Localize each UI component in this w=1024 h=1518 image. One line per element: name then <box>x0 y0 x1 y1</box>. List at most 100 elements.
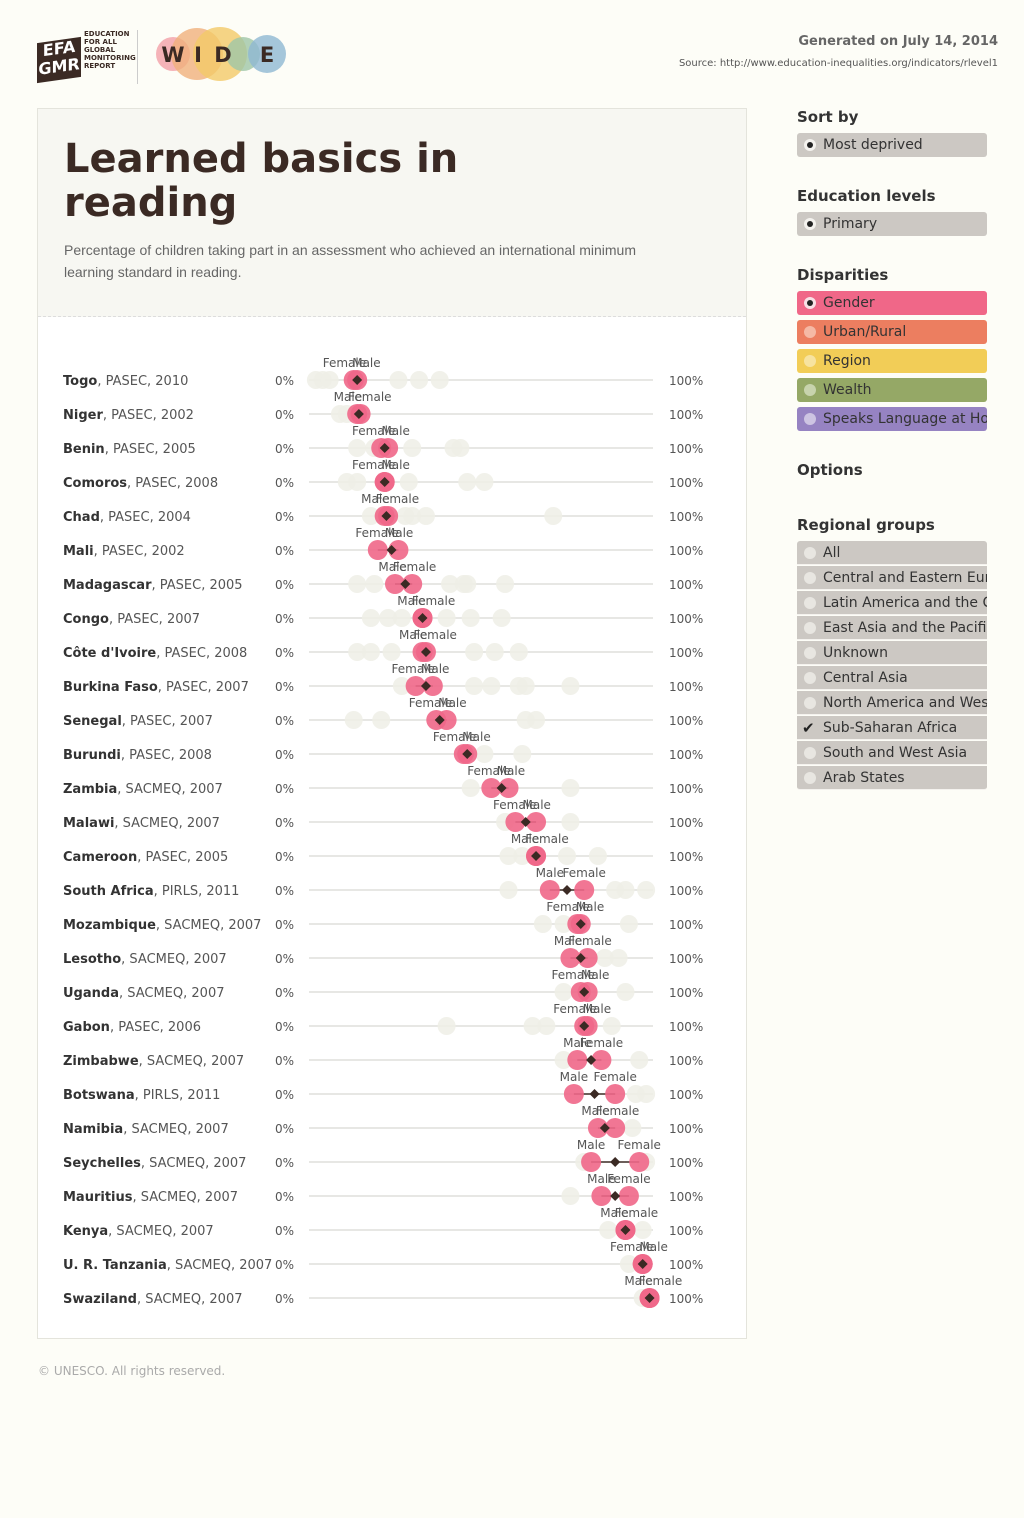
total-diamond <box>520 817 531 827</box>
ghost-dot <box>379 609 398 627</box>
disparity-label: Speaks Language at Home <box>823 411 987 427</box>
education-level-label: Primary <box>823 216 878 232</box>
ghost-dot <box>475 745 494 763</box>
total-diamond <box>586 1055 597 1065</box>
ghost-dot <box>544 507 563 525</box>
chart-title: Learned basics in reading <box>64 136 459 226</box>
left-group-dot <box>481 778 502 798</box>
ghost-dot <box>399 473 418 491</box>
efa-gmr-logo[interactable]: EFA GMR EDUCATION FOR ALL GLOBAL MONITOR… <box>37 30 136 86</box>
regional-group-option[interactable]: ✔ Sub-Saharan Africa <box>797 716 987 740</box>
total-diamond <box>417 613 428 623</box>
axis-min-label: 0% <box>275 1088 294 1102</box>
left-group-label: Female <box>355 526 398 540</box>
regional-group-option[interactable]: East Asia and the Pacific <box>797 616 987 640</box>
country-label: Namibia, SACMEQ, 2007 <box>63 1122 229 1137</box>
country-label: Botswana, PIRLS, 2011 <box>63 1088 220 1103</box>
regional-group-option[interactable]: Unknown <box>797 641 987 665</box>
ghost-dot <box>609 949 628 967</box>
ghost-dot <box>630 1051 649 1069</box>
right-group-label: Male <box>352 356 380 370</box>
left-group-dot <box>563 1084 584 1104</box>
country-label: Malawi, SACMEQ, 2007 <box>63 816 220 831</box>
ghost-dot <box>372 711 391 729</box>
ghost-dot <box>595 949 614 967</box>
left-group-label: Female <box>433 730 476 744</box>
chart-row: South Africa, PIRLS, 2011 0% 100% MaleFemal… <box>63 866 703 900</box>
disparity-label: Wealth <box>823 382 872 398</box>
left-group-label: Female <box>493 798 536 812</box>
country-label: Togo, PASEC, 2010 <box>63 374 188 389</box>
wide-logo-letter: D <box>214 43 231 67</box>
axis-min-label: 0% <box>275 816 294 830</box>
regional-group-option[interactable]: Latin America and the Caribbean <box>797 591 987 615</box>
ghost-dot <box>496 575 515 593</box>
ghost-dot <box>475 473 494 491</box>
checkbox-icon <box>804 572 816 584</box>
regional-group-label: Central Asia <box>823 670 908 686</box>
right-group-dot <box>388 540 409 560</box>
axis-min-label: 0% <box>275 850 294 864</box>
ghost-dot <box>633 1221 652 1239</box>
regional-group-option[interactable]: Central Asia <box>797 666 987 690</box>
axis-min-label: 0% <box>275 1156 294 1170</box>
checkbox-icon <box>804 772 816 784</box>
ghost-dot <box>458 575 477 593</box>
left-group-label: Male <box>399 628 427 642</box>
source-url: Source: http://www.education-inequalitie… <box>678 58 998 69</box>
axis-max-label: 100% <box>669 782 703 796</box>
ghost-dot <box>465 677 484 695</box>
copyright: © UNESCO. All rights reserved. <box>38 1364 226 1378</box>
right-group-label: Male <box>462 730 490 744</box>
regional-group-option[interactable]: Arab States <box>797 766 987 790</box>
sort-by-option-label: Most deprived <box>823 137 923 153</box>
right-group-label: Female <box>580 1036 623 1050</box>
education-level-option[interactable]: Primary <box>797 212 987 236</box>
disparity-option[interactable]: Gender <box>797 291 987 315</box>
right-group-label: Female <box>393 560 436 574</box>
ghost-dot <box>561 813 580 831</box>
country-label: Uganda, SACMEQ, 2007 <box>63 986 224 1001</box>
axis-max-label: 100% <box>669 884 703 898</box>
options-heading[interactable]: Options <box>797 461 863 479</box>
wide-logo-letter: I <box>194 43 202 67</box>
axis-min-label: 0% <box>275 1122 294 1136</box>
country-label: Côte d'Ivoire, PASEC, 2008 <box>63 646 247 661</box>
chart-row: Seychelles, SACMEQ, 2007 0% 100% Male Female <box>63 1138 703 1172</box>
regional-group-option[interactable]: Central and Eastern Europe <box>797 566 987 590</box>
regional-group-option[interactable]: All <box>797 541 987 565</box>
axis-min-label: 0% <box>275 918 294 932</box>
right-group-dot <box>618 1186 639 1206</box>
axis-max-label: 100% <box>669 544 703 558</box>
axis-min-label: 0% <box>275 1020 294 1034</box>
country-label: Kenya, SACMEQ, 2007 <box>63 1224 214 1239</box>
chart-row: Côte d'Ivoire, PASEC, 2008 0% 100% MaleFema… <box>63 628 703 662</box>
country-label: Zimbabwe, SACMEQ, 2007 <box>63 1054 244 1069</box>
axis-min-label: 0% <box>275 1292 294 1306</box>
regional-group-option[interactable]: South and West Asia <box>797 741 987 765</box>
ghost-dot <box>513 847 532 865</box>
chart-subtitle: Percentage of children taking part in an… <box>64 242 636 280</box>
total-diamond <box>496 783 507 793</box>
ghost-dot <box>365 575 384 593</box>
disparity-option[interactable]: Speaks Language at Home <box>797 407 987 431</box>
left-group-label: Female <box>409 696 452 710</box>
ghost-dot <box>361 643 380 661</box>
left-group-label: Male <box>554 934 582 948</box>
ghost-dot <box>523 1017 542 1035</box>
axis-min-label: 0% <box>275 680 294 694</box>
disparity-option[interactable]: Urban/Rural <box>797 320 987 344</box>
country-label: Mozambique, SACMEQ, 2007 <box>63 918 261 933</box>
ghost-dot <box>527 711 546 729</box>
disparity-option[interactable]: Region <box>797 349 987 373</box>
ghost-dot <box>482 677 501 695</box>
sort-by-option[interactable]: Most deprived <box>797 133 987 157</box>
page-header: EFA GMR EDUCATION FOR ALL GLOBAL MONITOR… <box>0 0 1024 100</box>
country-label: Zambia, SACMEQ, 2007 <box>63 782 223 797</box>
regional-group-option[interactable]: North America and Western Europe <box>797 691 987 715</box>
disparity-option[interactable]: Wealth <box>797 378 987 402</box>
